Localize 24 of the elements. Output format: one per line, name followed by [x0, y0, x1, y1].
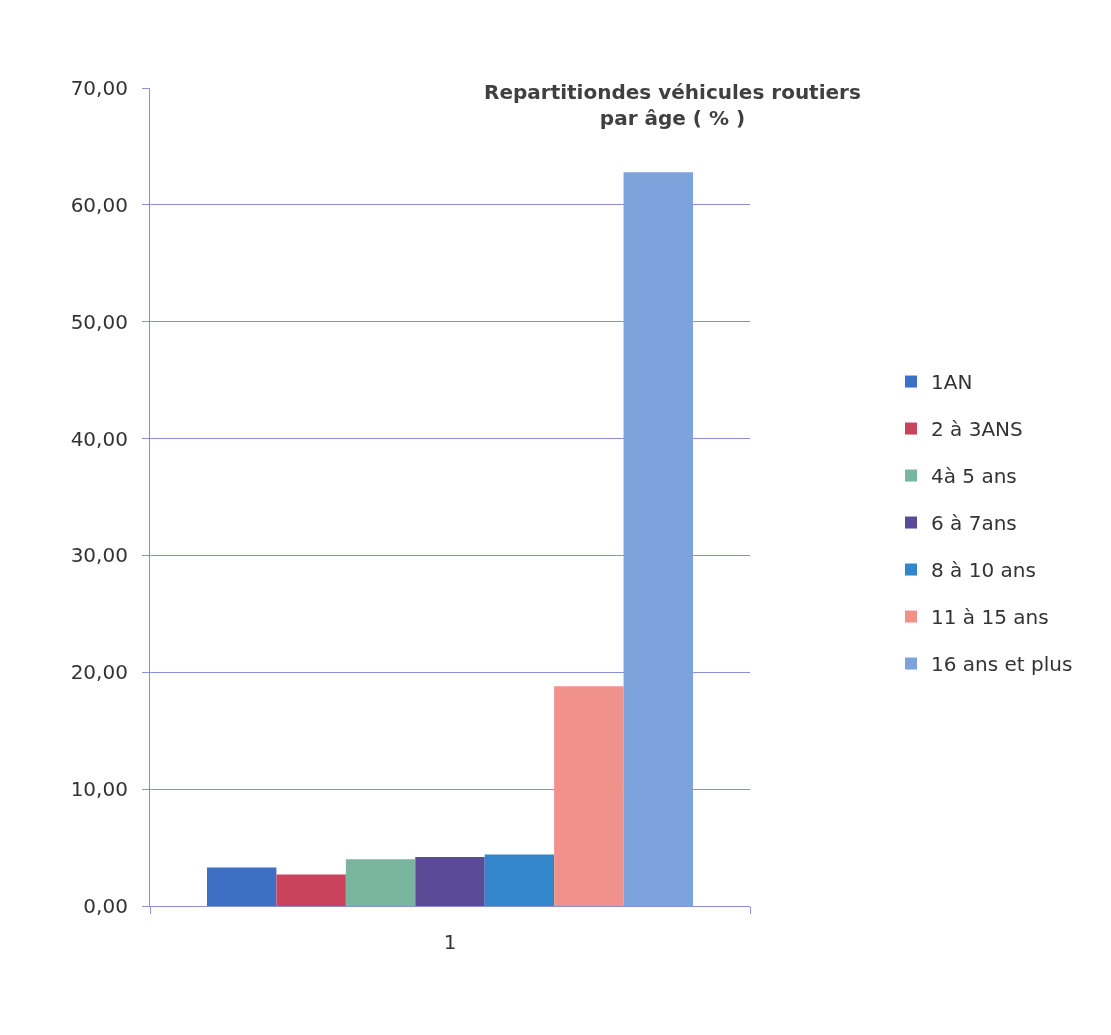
y-tick-label: 0,00 [83, 894, 128, 918]
bar [484, 854, 555, 906]
legend-label: 11 à 15 ans [931, 605, 1049, 630]
bar [415, 856, 485, 906]
y-tick-label: 10,00 [70, 777, 128, 802]
y-tick-label: 40,00 [70, 426, 128, 451]
y-tick-label: 70,00 [70, 76, 128, 100]
x-tick-label: 1 [443, 930, 457, 955]
bar [276, 874, 346, 906]
legend-label: 6 à 7ans [931, 511, 1017, 536]
y-tick-label: 50,00 [70, 309, 128, 334]
chart-title: Repartitiondes véhicules routiers par âge ( % ) [484, 80, 861, 130]
y-tick-label: 20,00 [70, 660, 128, 685]
legend-label: 8 à 10 ans [931, 558, 1036, 583]
legend-label: 4à 5 ans [931, 464, 1017, 489]
bar [345, 859, 416, 906]
bar [623, 172, 693, 906]
y-tick-label: 60,00 [70, 192, 128, 217]
legend-label: 2 à 3ANS [931, 417, 1023, 442]
bar [554, 686, 624, 906]
legend-label: 16 ans et plus [931, 652, 1073, 677]
legend-label: 1AN [931, 370, 973, 395]
bar [207, 867, 277, 906]
y-tick-label: 30,00 [70, 543, 128, 568]
